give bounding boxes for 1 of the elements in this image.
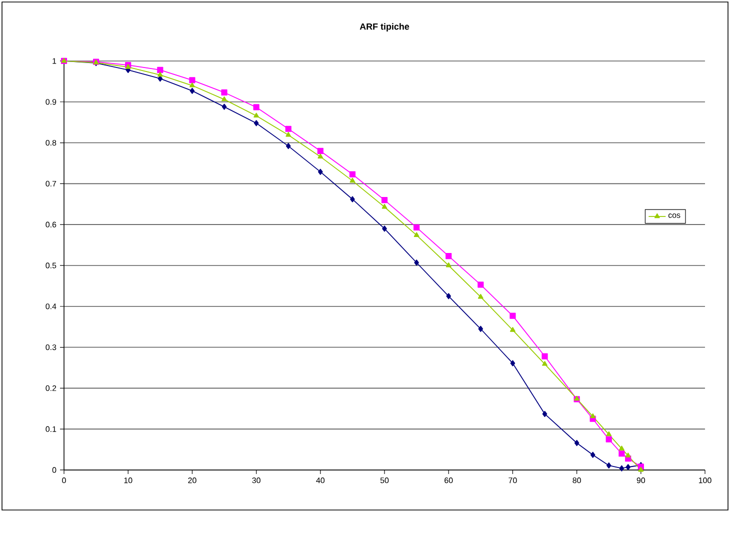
chart-title: ARF tipiche	[360, 23, 410, 32]
